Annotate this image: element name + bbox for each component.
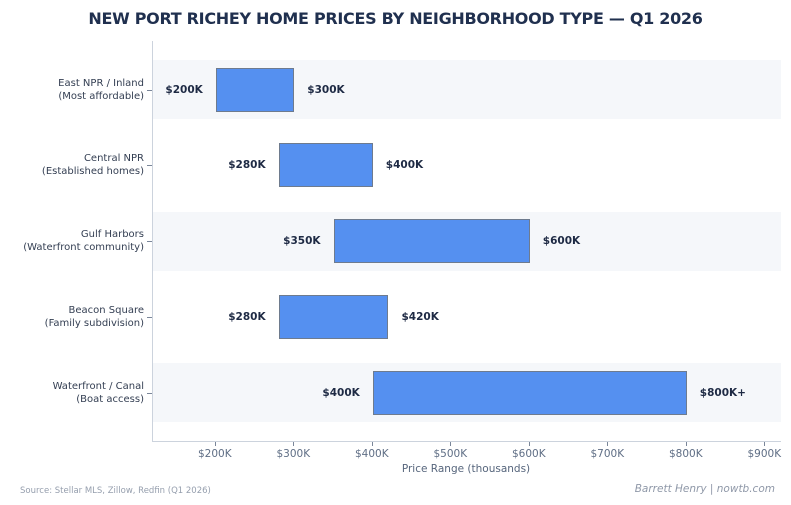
- category-subtitle: (Established homes): [41, 166, 144, 178]
- bar-end-value: $600K: [542, 235, 581, 248]
- chart-title: NEW PORT RICHEY HOME PRICES BY NEIGHBORH…: [88, 9, 703, 28]
- y-axis-tick: [147, 392, 152, 394]
- category-subtitle: (Waterfront community): [23, 242, 144, 254]
- category-name: Gulf Harbors: [80, 229, 144, 241]
- source-note: Source: Stellar MLS, Zillow, Redfin (Q1 …: [20, 486, 211, 496]
- x-axis-tick-label: $400K: [354, 448, 389, 460]
- bar-end-value: $400K: [385, 159, 424, 172]
- range-bar: [278, 295, 389, 340]
- x-axis-tick-label: $600K: [511, 448, 546, 460]
- x-axis-tick-label: $700K: [590, 448, 625, 460]
- bar-end-value: $300K: [307, 83, 345, 96]
- x-axis-tick: [214, 442, 216, 446]
- bar-end-value: $420K: [401, 311, 439, 324]
- x-axis-tick-label: $900K: [747, 448, 782, 460]
- category-name: Waterfront / Canal: [52, 380, 144, 392]
- x-axis-tick-label: $300K: [276, 448, 311, 460]
- bar-start-value: $350K: [283, 235, 321, 248]
- x-axis-tick-label: $800K: [668, 448, 703, 460]
- category-name: Beacon Square: [68, 305, 144, 317]
- y-axis-category-label: Gulf Harbors (Waterfront community): [23, 228, 144, 254]
- range-bar: [372, 370, 687, 415]
- range-bar: [278, 143, 373, 188]
- x-axis-tick: [528, 442, 530, 446]
- x-axis-tick: [293, 442, 295, 446]
- y-axis-tick: [147, 89, 152, 91]
- x-axis-tick: [685, 442, 687, 446]
- y-axis-category-label: Central NPR (Established homes): [42, 152, 144, 178]
- y-axis-tick: [147, 317, 152, 319]
- y-axis-tick: [147, 165, 152, 167]
- bar-start-value: $400K: [322, 386, 360, 399]
- category-name: East NPR / Inland: [58, 77, 144, 89]
- bar-start-value: $280K: [228, 159, 266, 172]
- x-axis-tick: [450, 442, 452, 446]
- x-axis-tick: [764, 442, 766, 446]
- y-axis-category-label: East NPR / Inland (Most affordable): [58, 77, 144, 103]
- range-bar: [215, 67, 295, 112]
- x-axis-tick-label: $500K: [433, 448, 468, 460]
- y-axis-category-label: Waterfront / Canal (Boat access): [53, 380, 144, 406]
- plot-area: $200K $300K $280K $400K $350K $600K $280K $420K…: [152, 41, 781, 442]
- category-name: Central NPR: [83, 153, 144, 165]
- x-axis-tick-label: $200K: [197, 448, 232, 460]
- bar-end-value: $800K+: [699, 386, 746, 399]
- y-axis-category-label: Beacon Square (Family subdivision): [45, 304, 144, 330]
- category-subtitle: (Family subdivision): [44, 318, 144, 330]
- x-axis-tick: [371, 442, 373, 446]
- x-axis-title: Price Range (thousands): [401, 463, 531, 475]
- y-axis-tick: [147, 241, 152, 243]
- bar-start-value: $200K: [165, 83, 203, 96]
- x-axis-tick: [607, 442, 609, 446]
- credit-note: Barrett Henry | nowtb.com: [634, 483, 775, 495]
- bar-start-value: $280K: [228, 311, 266, 324]
- category-subtitle: (Boat access): [76, 393, 144, 405]
- range-bar: [333, 219, 530, 264]
- category-subtitle: (Most affordable): [58, 90, 144, 102]
